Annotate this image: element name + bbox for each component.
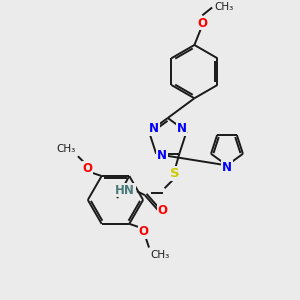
- Text: N: N: [177, 122, 187, 135]
- Text: CH₃: CH₃: [214, 2, 233, 13]
- Text: CH₃: CH₃: [57, 144, 76, 154]
- Text: N: N: [157, 149, 167, 162]
- Text: O: O: [83, 162, 93, 175]
- Text: S: S: [169, 167, 179, 180]
- Text: N: N: [222, 161, 232, 174]
- Text: N: N: [149, 122, 159, 135]
- Text: O: O: [138, 225, 148, 238]
- Text: O: O: [158, 205, 168, 218]
- Text: CH₃: CH₃: [150, 250, 169, 260]
- Text: O: O: [197, 17, 207, 30]
- Text: HN: HN: [115, 184, 135, 197]
